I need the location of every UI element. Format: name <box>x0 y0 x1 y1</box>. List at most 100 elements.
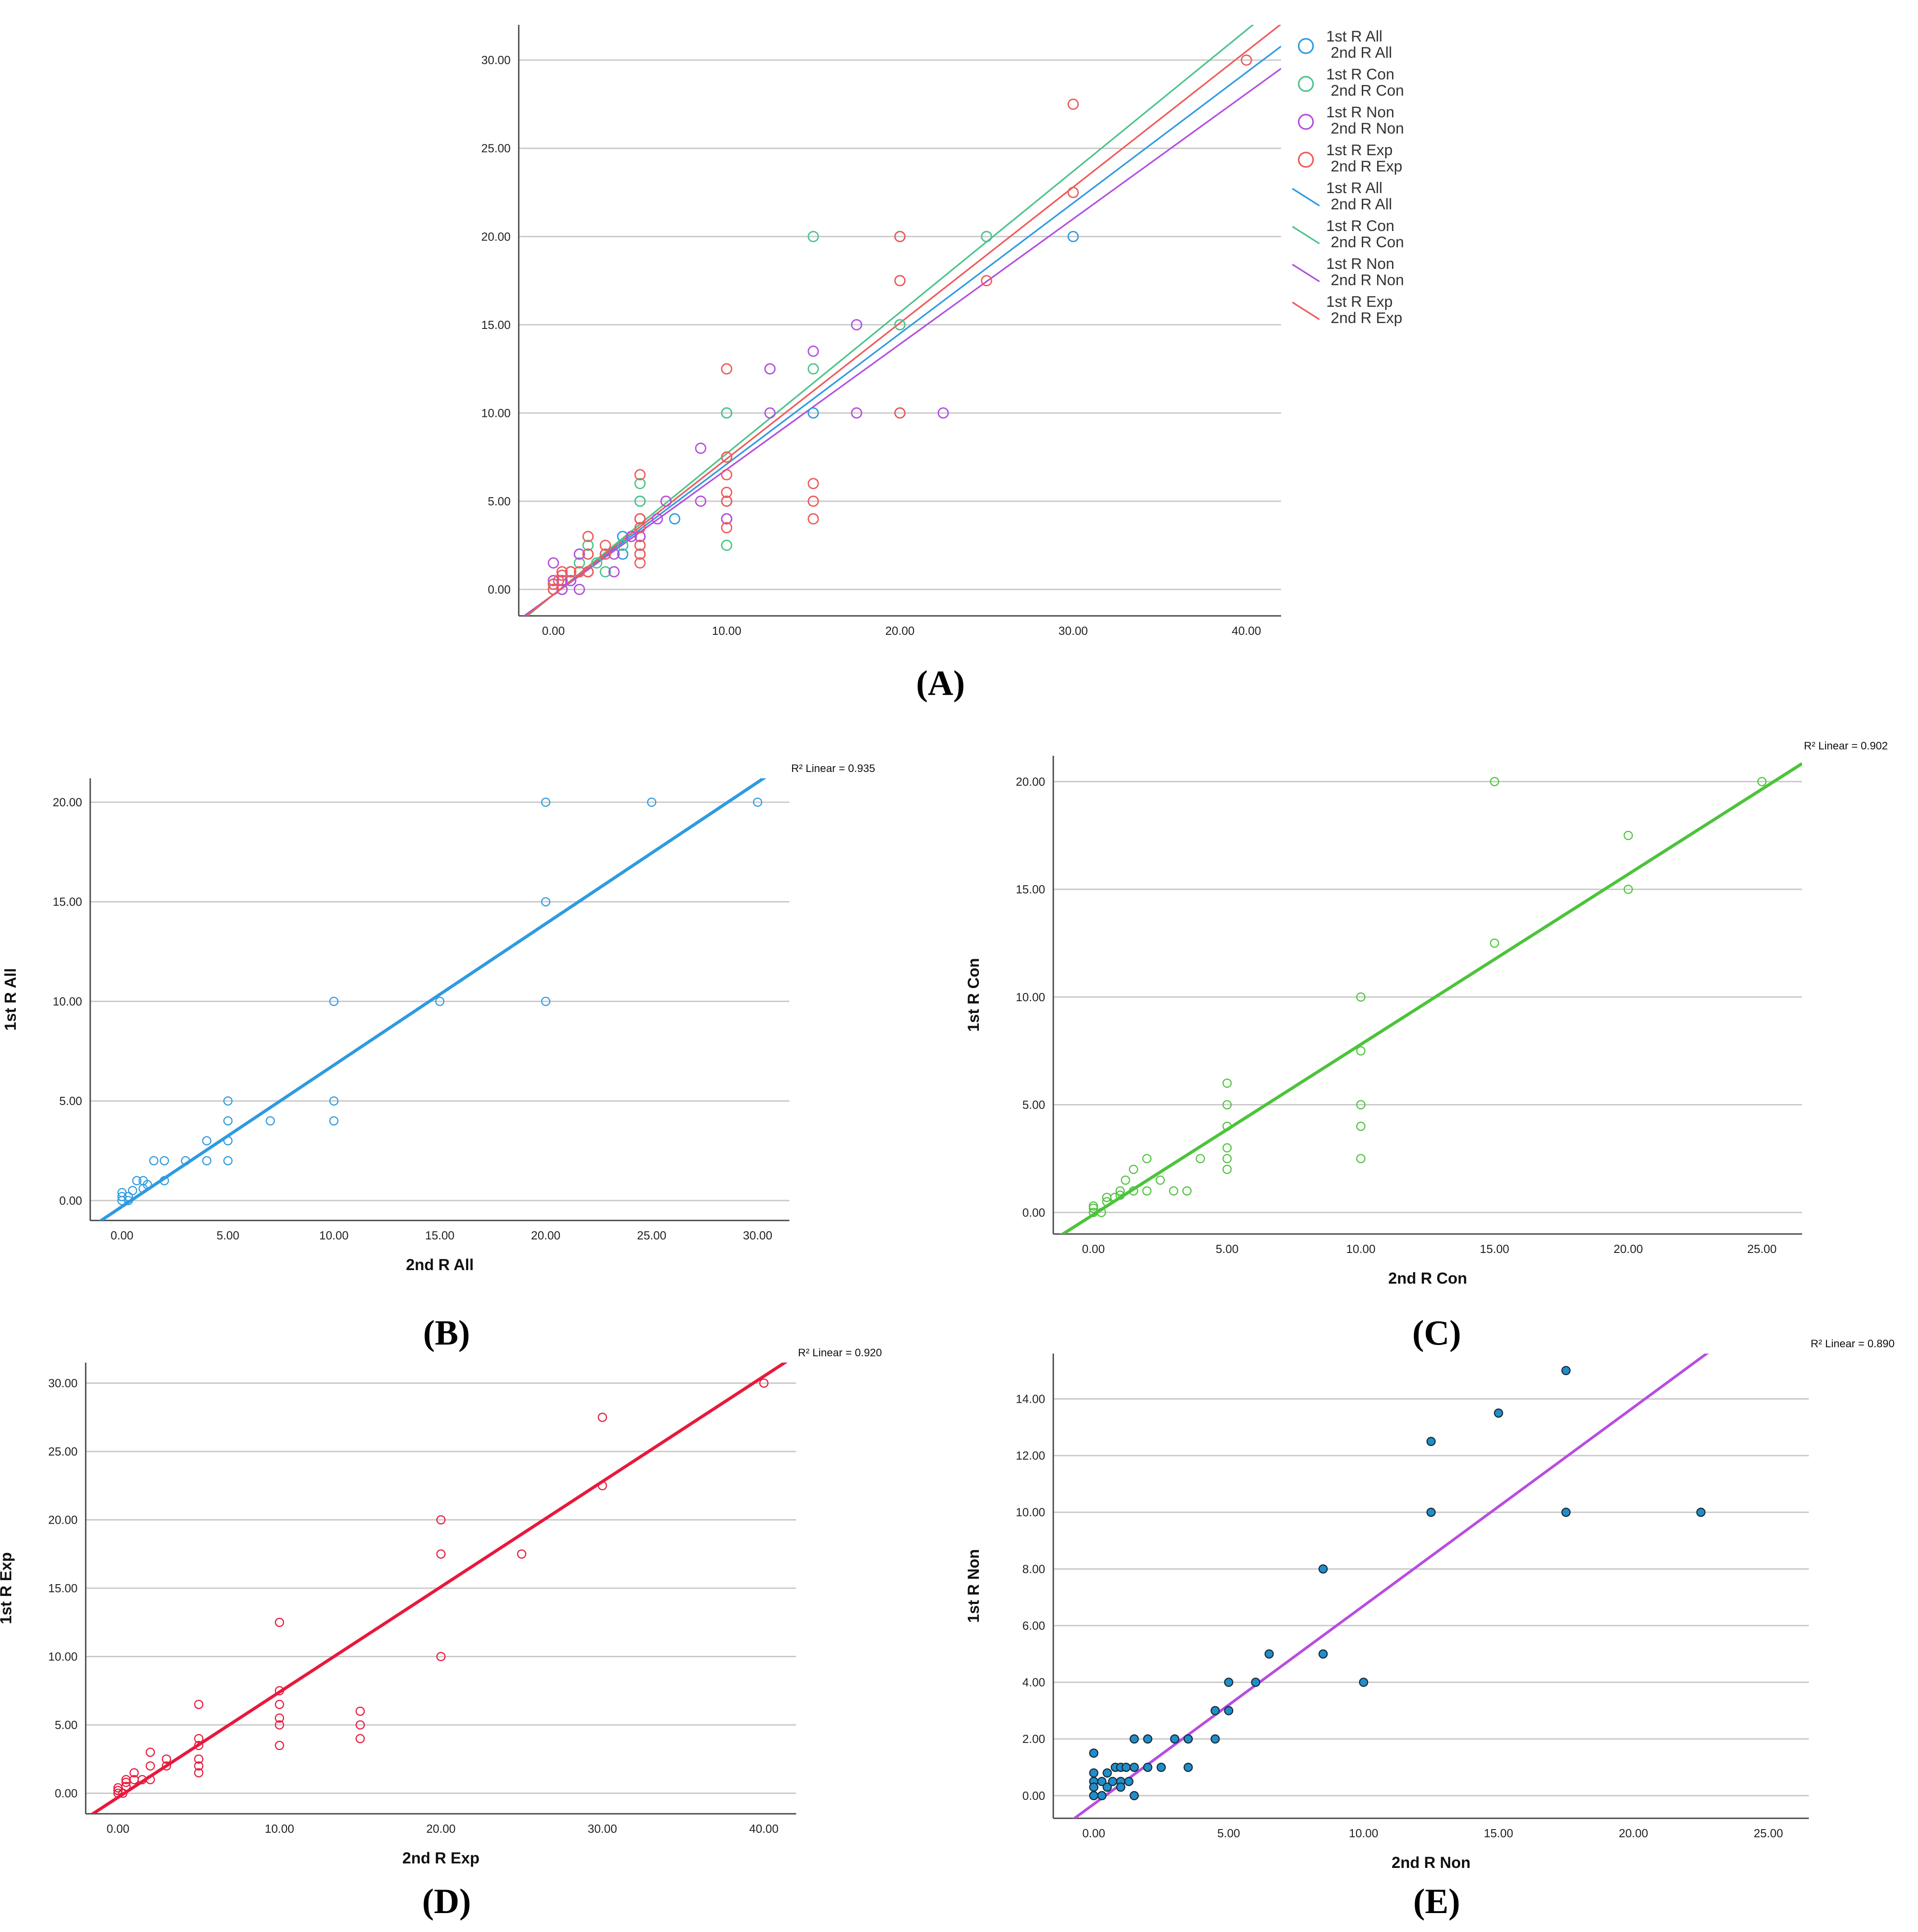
y-tick-label: 0.00 <box>488 582 511 596</box>
data-point <box>1097 1777 1107 1786</box>
data-point <box>1356 1046 1366 1056</box>
data-point <box>436 1652 446 1661</box>
data-point <box>194 1734 203 1743</box>
data-point <box>647 797 656 807</box>
data-point <box>1129 1165 1139 1174</box>
data-point <box>1142 1154 1152 1164</box>
data-point <box>582 548 594 560</box>
legend-line <box>1292 226 1320 245</box>
x-tick-label: 5.00 <box>1217 1826 1240 1840</box>
data-point <box>1264 1649 1274 1659</box>
x-tick-label: 0.00 <box>1082 1242 1105 1256</box>
data-point <box>759 1378 769 1388</box>
x-tick-label: 25.00 <box>1754 1826 1783 1840</box>
data-point <box>1129 1186 1139 1196</box>
legend-label: 1st R Exp <box>1326 293 1392 310</box>
data-point <box>634 522 646 533</box>
data-point <box>721 513 733 525</box>
data-point <box>181 1156 190 1165</box>
data-point <box>634 513 646 525</box>
data-point <box>329 997 339 1006</box>
data-point <box>223 1096 233 1106</box>
x-tick-label: 0.00 <box>1082 1826 1105 1840</box>
y-tick-label: 20.00 <box>1016 775 1045 788</box>
y-axis-title: 1st R Non <box>965 1549 982 1622</box>
y-tick-label: 10.00 <box>48 1650 78 1664</box>
data-point <box>599 548 611 560</box>
panel-label-a: (A) <box>916 663 965 703</box>
x-tick-label: 10.00 <box>712 624 741 638</box>
data-point <box>764 363 776 375</box>
data-point <box>582 531 594 542</box>
y-tick-label: 2.00 <box>1022 1732 1045 1746</box>
data-point <box>1561 1366 1571 1375</box>
data-point <box>608 566 620 578</box>
fit-line <box>98 778 767 1220</box>
data-point <box>1182 1186 1192 1196</box>
y-axis-title: 1st R Exp <box>0 1552 15 1624</box>
data-point <box>194 1700 203 1709</box>
data-point <box>121 1782 131 1791</box>
data-point <box>1108 1777 1117 1786</box>
data-point <box>194 1754 203 1764</box>
data-point <box>124 1192 133 1202</box>
y-tick-label: 20.00 <box>48 1513 78 1526</box>
data-point <box>113 1786 123 1795</box>
data-point <box>981 275 992 287</box>
data-point <box>1359 1678 1369 1687</box>
data-point <box>894 319 906 331</box>
legend-label: 1st R Con <box>1326 66 1394 83</box>
data-point <box>1110 1192 1120 1202</box>
data-point <box>807 345 819 357</box>
data-point <box>1240 54 1252 66</box>
data-point <box>1356 1154 1366 1164</box>
data-point <box>1067 186 1079 198</box>
data-point <box>582 540 594 551</box>
fit-line <box>1060 762 1802 1234</box>
data-point <box>1222 1154 1232 1164</box>
legend-marker <box>1298 76 1314 92</box>
data-point <box>851 319 862 331</box>
data-point <box>1157 1762 1166 1772</box>
chart-a-plot-area <box>522 25 1281 616</box>
legend-marker <box>1298 114 1314 130</box>
data-point <box>1155 1175 1165 1185</box>
data-point <box>1696 1507 1706 1517</box>
y-tick-label: 5.00 <box>1022 1098 1045 1112</box>
r2-label: R² Linear = 0.890 <box>1811 1338 1895 1350</box>
data-point <box>1426 1437 1436 1446</box>
x-tick-label: 40.00 <box>1232 624 1261 638</box>
data-point <box>1130 1762 1139 1772</box>
data-point <box>634 469 646 481</box>
y-tick-label: 20.00 <box>53 795 82 809</box>
data-point <box>1169 1186 1179 1196</box>
data-point <box>548 575 559 587</box>
x-tick-label: 20.00 <box>1619 1826 1648 1840</box>
data-point <box>721 495 733 507</box>
data-point <box>1222 1143 1232 1153</box>
x-tick-label: 0.00 <box>106 1822 129 1835</box>
data-point <box>1143 1734 1153 1744</box>
y-tick-label: 20.00 <box>481 230 511 243</box>
data-point <box>541 897 551 906</box>
data-point <box>541 997 551 1006</box>
data-point <box>634 478 646 490</box>
legend-label: 2nd R All <box>1331 196 1392 213</box>
y-tick-label: 15.00 <box>481 318 511 332</box>
data-point <box>695 443 706 454</box>
chart-a: 0.00 5.00 10.00 15.00 20.00 25.00 30.00 0.00 10.… <box>481 25 1281 638</box>
data-point <box>617 540 628 551</box>
data-point <box>1623 831 1633 840</box>
data-point <box>721 451 733 463</box>
data-point <box>1170 1734 1180 1744</box>
r2-label: R² Linear = 0.935 <box>791 763 875 775</box>
chart-e-plot-area <box>1072 1354 1709 1818</box>
legend-line <box>1292 263 1320 282</box>
data-point <box>1124 1777 1134 1786</box>
legend-label: 1st R Non <box>1326 104 1394 121</box>
chart-b: 0.00 5.00 10.00 15.00 20.00 0.00 5.00 10.00 15.0… <box>2 763 875 1274</box>
data-point <box>202 1156 212 1165</box>
data-point <box>1130 1791 1139 1801</box>
